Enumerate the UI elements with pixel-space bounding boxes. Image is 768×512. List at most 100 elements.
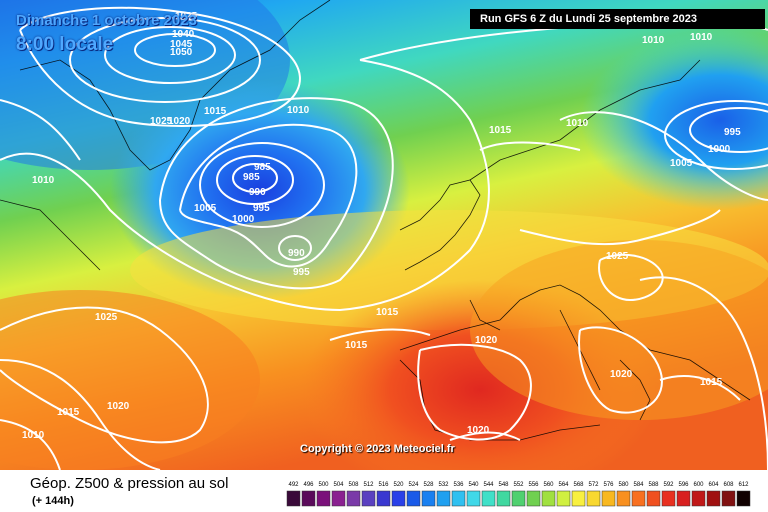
scale-colour-swatch [661,490,676,507]
isobar-label: 1015 [376,307,399,318]
scale-value-label: 508 [348,482,359,488]
scale-value-label: 548 [498,482,509,488]
scale-colour-swatch [466,490,481,507]
isobar-label: 1000 [708,144,731,155]
scale-value-label: 516 [378,482,389,488]
legend-title: Géop. Z500 & pression au sol [30,475,229,492]
scale-value-label: 568 [573,482,584,488]
scale-colour-swatch [496,490,511,507]
isobar-label: 1020 [168,116,191,127]
isobar-label: 1020 [475,335,498,346]
legend-panel: Géop. Z500 & pression au sol (+ 144h) 49… [0,470,768,512]
scale-colour-swatch [511,490,526,507]
isobar-label: 1020 [467,425,490,436]
scale-value-label: 612 [738,482,749,488]
isobar-label: 1040 [172,29,195,40]
isobar-label: 1015 [489,125,512,136]
scale-value-label: 592 [663,482,674,488]
scale-value-label: 492 [288,482,299,488]
scale-colour-swatch [571,490,586,507]
isobar-label: 1010 [566,118,589,129]
isobar-label: 1025 [606,251,629,262]
isobar-label: 995 [293,267,310,278]
scale-value-label: 500 [318,482,329,488]
scale-colour-swatch [301,490,316,507]
scale-value-label: 520 [393,482,404,488]
scale-value-label: 552 [513,482,524,488]
scale-value-label: 584 [633,482,644,488]
scale-value-label: 512 [363,482,374,488]
scale-colour-swatch [526,490,541,507]
isobar-label: 1025 [175,11,198,22]
isobar-label: 990 [288,248,305,259]
scale-value-label: 600 [693,482,704,488]
scale-colour-swatch [421,490,436,507]
scale-value-label: 524 [408,482,419,488]
forecast-time: 8:00 locale [16,34,114,55]
scale-colour-swatch [286,490,301,507]
isobar-label: 1020 [610,369,633,380]
scale-value-label: 588 [648,482,659,488]
scale-colour-swatch [541,490,556,507]
isobar-label: 995 [253,203,270,214]
isobar-label: 1025 [150,116,173,127]
scale-colour-swatch [631,490,646,507]
scale-colour-swatch [481,490,496,507]
scale-colour-swatch [646,490,661,507]
scale-colour-swatch [676,490,691,507]
scale-value-label: 560 [543,482,554,488]
scale-colour-swatch [706,490,721,507]
isobar-label: 1005 [670,158,693,169]
isobar-label: 1025 [95,312,118,323]
scale-colour-swatch [586,490,601,507]
isobar-label: 995 [724,127,741,138]
isobar-label: 1015 [204,106,227,117]
isobar-label: 1010 [32,175,55,186]
isobar-label: 1015 [345,340,368,351]
scale-colour-swatch [391,490,406,507]
isobar-label: 1015 [700,377,723,388]
scale-colour-swatch [436,490,451,507]
isobar-label: 1020 [107,401,130,412]
scale-value-label: 540 [468,482,479,488]
scale-colour-swatch [361,490,376,507]
isobar-label: 1010 [642,35,665,46]
isobar-label: 1045 [170,39,193,50]
scale-colour-swatch [616,490,631,507]
scale-value-label: 544 [483,482,494,488]
copyright-text: Copyright © 2023 Meteociel.fr [300,443,455,455]
isobar-label: 990 [249,187,266,198]
scale-value-label: 608 [723,482,734,488]
scale-value-label: 564 [558,482,569,488]
scale-value-label: 496 [303,482,314,488]
scale-value-label: 556 [528,482,539,488]
scale-colour-swatch [376,490,391,507]
scale-colour-swatch [721,490,736,507]
scale-value-label: 580 [618,482,629,488]
scale-value-label: 596 [678,482,689,488]
isobar-label: 1010 [22,430,45,441]
scale-colour-swatch [331,490,346,507]
scale-colour-swatch [451,490,466,507]
isobar-label: 985 [243,172,260,183]
scale-value-label: 536 [453,482,464,488]
isobar-label: 1010 [287,105,310,116]
scale-colour-swatch [736,490,751,507]
scale-colour-swatch [601,490,616,507]
scale-colour-swatch [346,490,361,507]
isobar-label: 1010 [690,32,713,43]
scale-value-label: 604 [708,482,719,488]
scale-colour-swatch [406,490,421,507]
isobar-label: 1050 [170,47,193,58]
legend-subtitle: (+ 144h) [32,495,74,507]
scale-colour-swatch [316,490,331,507]
scale-value-label: 528 [423,482,434,488]
model-run-label: Run GFS 6 Z du Lundi 25 septembre 2023 [470,9,765,29]
scale-value-label: 504 [333,482,344,488]
colour-scale: 492 496 500 504 508 512 516 520 524 528 532 536 540 5… [286,482,751,507]
isobar-label: 1015 [57,407,80,418]
scale-value-label: 532 [438,482,449,488]
scale-colour-swatch [556,490,571,507]
